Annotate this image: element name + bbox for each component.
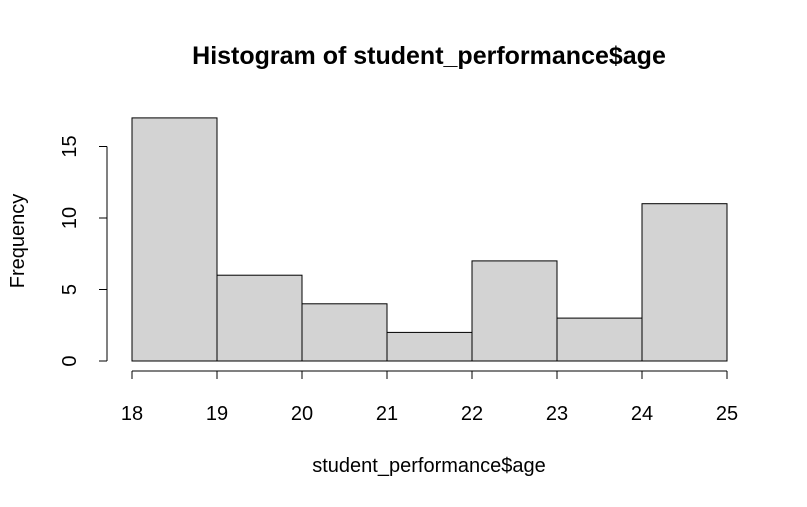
x-tick-label: 22	[461, 403, 483, 425]
y-tick-label: 10	[59, 207, 81, 229]
y-tick-label: 15	[59, 135, 81, 157]
y-axis-label: Frequency	[7, 194, 29, 289]
histogram-bar	[556, 317, 643, 362]
x-tick-label: 21	[376, 403, 398, 425]
histogram-bar	[301, 303, 388, 362]
histogram-bar	[386, 331, 473, 362]
x-tick-label: 20	[291, 403, 313, 425]
chart-title: Histogram of student_performance$age	[192, 42, 666, 70]
x-tick-label: 24	[631, 403, 653, 425]
x-tick-label: 18	[121, 403, 143, 425]
histogram-bar	[216, 274, 303, 362]
bars-group	[131, 117, 728, 362]
x-tick-label: 23	[546, 403, 568, 425]
x-tick-label: 19	[206, 403, 228, 425]
y-tick-label: 0	[59, 355, 81, 366]
y-axis: 0 5 10 15	[59, 135, 108, 367]
histogram-bar	[471, 260, 558, 362]
x-tick-label: 25	[716, 403, 738, 425]
x-axis-label: student_performance$age	[312, 455, 546, 477]
histogram-bar	[641, 203, 728, 362]
histogram-bar	[131, 117, 218, 362]
y-tick-label: 5	[59, 284, 81, 295]
x-axis: 18 19 20 21 22 23 24 25	[121, 370, 738, 425]
